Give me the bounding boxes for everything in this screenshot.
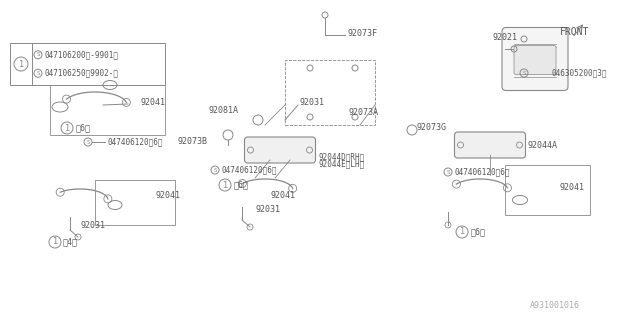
Text: 1: 1 xyxy=(460,228,465,236)
Text: 92044E：LH＞: 92044E：LH＞ xyxy=(318,159,364,169)
FancyBboxPatch shape xyxy=(514,45,556,75)
Text: 92044A: 92044A xyxy=(528,140,558,149)
Text: 047106200（-9901）: 047106200（-9901） xyxy=(44,50,118,59)
Text: 1: 1 xyxy=(52,237,58,246)
Bar xyxy=(95,180,175,225)
Text: S: S xyxy=(213,167,217,172)
Text: 92041: 92041 xyxy=(140,98,165,107)
Text: 92073B: 92073B xyxy=(177,137,207,146)
Text: （6）: （6） xyxy=(234,180,249,189)
Text: 92081A: 92081A xyxy=(208,106,238,115)
Text: S: S xyxy=(522,70,525,76)
Text: 92073F: 92073F xyxy=(347,28,377,37)
Text: 92041: 92041 xyxy=(270,190,295,199)
Text: 047406120（6）: 047406120（6） xyxy=(454,167,509,177)
Text: 92073G: 92073G xyxy=(416,123,446,132)
Text: （6）: （6） xyxy=(471,228,486,236)
FancyBboxPatch shape xyxy=(454,132,525,158)
Text: FRONT: FRONT xyxy=(560,27,589,37)
Text: 92041: 92041 xyxy=(560,182,585,191)
Text: 1: 1 xyxy=(65,124,70,132)
Text: 92031: 92031 xyxy=(255,205,280,214)
Text: 047406120（6）: 047406120（6） xyxy=(221,165,276,174)
Text: 92031: 92031 xyxy=(80,220,105,229)
Text: 92073A: 92073A xyxy=(348,108,378,116)
Text: 92021: 92021 xyxy=(493,33,518,42)
Bar xyxy=(285,60,375,125)
Text: （4）: （4） xyxy=(63,237,78,246)
Text: 92044D：RH＞: 92044D：RH＞ xyxy=(318,153,364,162)
Text: S: S xyxy=(36,52,40,57)
FancyBboxPatch shape xyxy=(502,28,568,91)
Text: 92031: 92031 xyxy=(299,98,324,107)
Text: （6）: （6） xyxy=(76,124,91,132)
Text: 046305200（3）: 046305200（3） xyxy=(552,68,607,77)
Text: 92041: 92041 xyxy=(155,190,180,199)
Text: S: S xyxy=(86,140,90,145)
Text: S: S xyxy=(446,170,450,174)
Text: 1: 1 xyxy=(222,180,228,189)
Bar xyxy=(10,43,165,85)
FancyBboxPatch shape xyxy=(244,137,316,163)
Bar xyxy=(505,165,590,215)
Bar xyxy=(50,75,165,135)
Text: 047106250（9902-）: 047106250（9902-） xyxy=(44,69,118,78)
Text: 047406120（6）: 047406120（6） xyxy=(107,138,163,147)
Text: S: S xyxy=(36,71,40,76)
Text: A931001016: A931001016 xyxy=(530,301,580,310)
Text: 1: 1 xyxy=(19,60,24,68)
